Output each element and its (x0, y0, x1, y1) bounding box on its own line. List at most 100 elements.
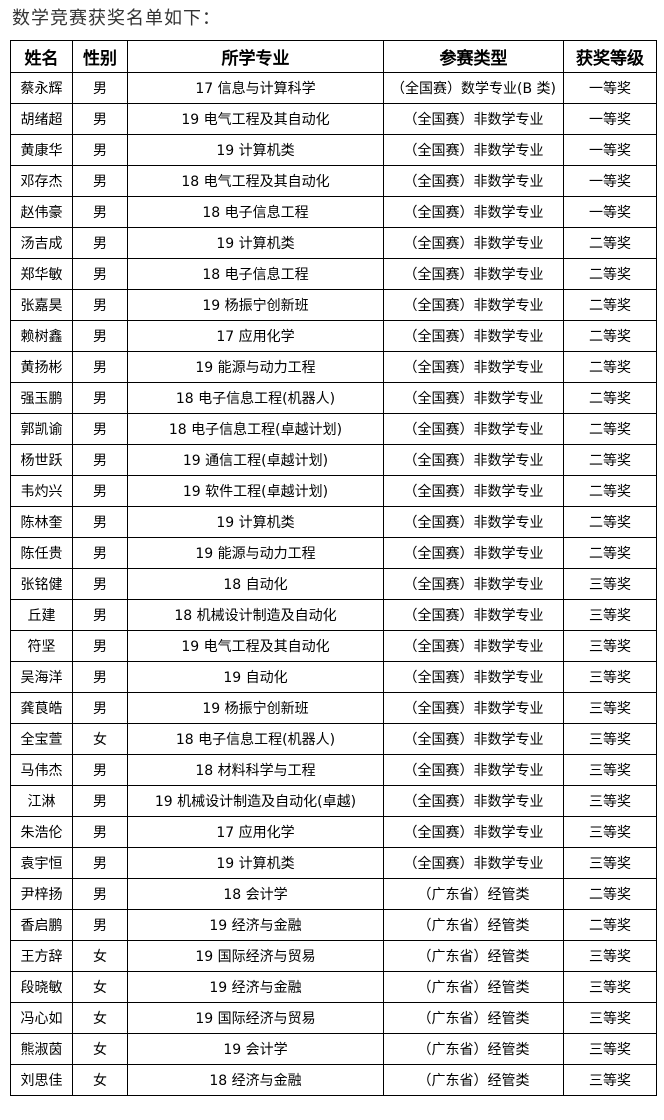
cell-name: 熊淑茵 (10, 1033, 73, 1065)
cell-gender: 男 (72, 134, 128, 166)
cell-contest-type: （全国赛）非数学专业 (383, 103, 564, 135)
cell-gender: 男 (72, 258, 128, 290)
cell-award-level: 二等奖 (563, 258, 657, 290)
cell-contest-type: （全国赛）非数学专业 (383, 382, 564, 414)
cell-gender: 男 (72, 351, 128, 383)
cell-name: 胡绪超 (10, 103, 73, 135)
table-row: 陈任贵男 19 能源与动力工程 （全国赛）非数学专业 二等奖 (10, 537, 657, 569)
cell-gender: 女 (72, 1033, 128, 1065)
table-row: 张铭健男 18 自动化 （全国赛）非数学专业 三等奖 (10, 568, 657, 600)
cell-gender: 男 (72, 289, 128, 321)
cell-award-level: 三等奖 (563, 971, 657, 1003)
cell-contest-type: （全国赛）非数学专业 (383, 723, 564, 755)
cell-award-level: 二等奖 (563, 320, 657, 352)
cell-name: 丘建 (10, 599, 73, 631)
cell-gender: 男 (72, 785, 128, 817)
cell-gender: 男 (72, 382, 128, 414)
cell-award-level: 三等奖 (563, 723, 657, 755)
cell-name: 赖树鑫 (10, 320, 73, 352)
table-row: 黄康华男 19 计算机类 （全国赛）非数学专业 一等奖 (10, 134, 657, 166)
cell-award-level: 二等奖 (563, 227, 657, 259)
cell-contest-type: （全国赛）非数学专业 (383, 289, 564, 321)
cell-major: 18 材料科学与工程 (127, 754, 384, 786)
cell-contest-type: （全国赛）非数学专业 (383, 444, 564, 476)
cell-gender: 男 (72, 444, 128, 476)
table-row: 张嘉昊男 19 杨振宁创新班 （全国赛）非数学专业 二等奖 (10, 289, 657, 321)
table-row: 邓存杰男 18 电气工程及其自动化 （全国赛）非数学专业 一等奖 (10, 165, 657, 197)
cell-contest-type: （全国赛）非数学专业 (383, 351, 564, 383)
cell-name: 马伟杰 (10, 754, 73, 786)
cell-major: 18 电子信息工程 (127, 196, 384, 228)
cell-major: 19 计算机类 (127, 506, 384, 538)
cell-major: 18 电子信息工程(卓越计划) (127, 413, 384, 445)
cell-contest-type: （全国赛）非数学专业 (383, 165, 564, 197)
cell-name: 黄扬彬 (10, 351, 73, 383)
cell-name: 强玉鹏 (10, 382, 73, 414)
header-contest-type: 参赛类型 (383, 40, 564, 73)
cell-gender: 男 (72, 72, 128, 104)
cell-contest-type: （全国赛）非数学专业 (383, 599, 564, 631)
table-row: 熊淑茵女 19 会计学 （广东省）经管类 三等奖 (10, 1033, 657, 1065)
cell-gender: 女 (72, 1064, 128, 1096)
cell-contest-type: （全国赛）数学专业(B 类) (383, 72, 564, 104)
table-row: 韦灼兴男 19 软件工程(卓越计划) （全国赛）非数学专业 二等奖 (10, 475, 657, 507)
header-major: 所学专业 (127, 40, 384, 73)
cell-contest-type: （广东省）经管类 (383, 1064, 564, 1096)
cell-contest-type: （全国赛）非数学专业 (383, 661, 564, 693)
cell-major: 18 会计学 (127, 878, 384, 910)
cell-contest-type: （全国赛）非数学专业 (383, 847, 564, 879)
cell-contest-type: （全国赛）非数学专业 (383, 630, 564, 662)
cell-name: 全宝萱 (10, 723, 73, 755)
cell-name: 陈任贵 (10, 537, 73, 569)
cell-contest-type: （全国赛）非数学专业 (383, 506, 564, 538)
award-table: 姓名 性别 所学专业 参赛类型 获奖等级 蔡永辉男 17 信息与计算科学 （全国赛）… (10, 40, 657, 1096)
table-row: 赖树鑫男 17 应用化学 （全国赛）非数学专业 二等奖 (10, 320, 657, 352)
cell-name: 王方辞 (10, 940, 73, 972)
table-row: 强玉鹏男 18 电子信息工程(机器人) （全国赛）非数学专业 二等奖 (10, 382, 657, 414)
cell-name: 段晓敏 (10, 971, 73, 1003)
cell-contest-type: （全国赛）非数学专业 (383, 537, 564, 569)
cell-name: 张铭健 (10, 568, 73, 600)
cell-major: 19 经济与金融 (127, 971, 384, 1003)
cell-contest-type: （全国赛）非数学专业 (383, 816, 564, 848)
cell-major: 18 自动化 (127, 568, 384, 600)
cell-gender: 男 (72, 475, 128, 507)
table-row: 冯心如女 19 国际经济与贸易 （广东省）经管类 三等奖 (10, 1002, 657, 1034)
table-row: 香启鹏男 19 经济与金融 （广东省）经管类 二等奖 (10, 909, 657, 941)
cell-gender: 男 (72, 909, 128, 941)
table-row: 符坚男 19 电气工程及其自动化 （全国赛）非数学专业 三等奖 (10, 630, 657, 662)
cell-contest-type: （广东省）经管类 (383, 878, 564, 910)
cell-gender: 男 (72, 103, 128, 135)
cell-award-level: 一等奖 (563, 72, 657, 104)
cell-gender: 男 (72, 847, 128, 879)
cell-award-level: 三等奖 (563, 661, 657, 693)
cell-award-level: 三等奖 (563, 599, 657, 631)
cell-gender: 男 (72, 506, 128, 538)
table-row: 汤吉成男 19 计算机类 （全国赛）非数学专业 二等奖 (10, 227, 657, 259)
table-row: 朱浩伦男 17 应用化学 （全国赛）非数学专业 三等奖 (10, 816, 657, 848)
cell-gender: 女 (72, 1002, 128, 1034)
cell-award-level: 三等奖 (563, 1002, 657, 1034)
table-row: 陈林奎男 19 计算机类 （全国赛）非数学专业 二等奖 (10, 506, 657, 538)
table-row: 胡绪超男 19 电气工程及其自动化 （全国赛）非数学专业 一等奖 (10, 103, 657, 135)
cell-major: 19 国际经济与贸易 (127, 1002, 384, 1034)
table-row: 袁宇恒男 19 计算机类 （全国赛）非数学专业 三等奖 (10, 847, 657, 879)
cell-major: 19 经济与金融 (127, 909, 384, 941)
cell-gender: 男 (72, 816, 128, 848)
cell-award-level: 二等奖 (563, 351, 657, 383)
table-row: 丘建男 18 机械设计制造及自动化 （全国赛）非数学专业 三等奖 (10, 599, 657, 631)
table-row: 刘思佳女 18 经济与金融 （广东省）经管类 三等奖 (10, 1064, 657, 1096)
cell-name: 杨世跃 (10, 444, 73, 476)
table-row: 江淋男 19 机械设计制造及自动化(卓越) （全国赛）非数学专业 三等奖 (10, 785, 657, 817)
document-title: 数学竞赛获奖名单如下： (12, 8, 221, 29)
cell-gender: 女 (72, 971, 128, 1003)
cell-award-level: 二等奖 (563, 475, 657, 507)
header-gender: 性别 (72, 40, 128, 73)
cell-major: 19 电气工程及其自动化 (127, 630, 384, 662)
cell-contest-type: （广东省）经管类 (383, 1033, 564, 1065)
cell-award-level: 二等奖 (563, 382, 657, 414)
cell-contest-type: （全国赛）非数学专业 (383, 568, 564, 600)
cell-name: 蔡永辉 (10, 72, 73, 104)
cell-name: 黄康华 (10, 134, 73, 166)
table-row: 赵伟豪男 18 电子信息工程 （全国赛）非数学专业 一等奖 (10, 196, 657, 228)
